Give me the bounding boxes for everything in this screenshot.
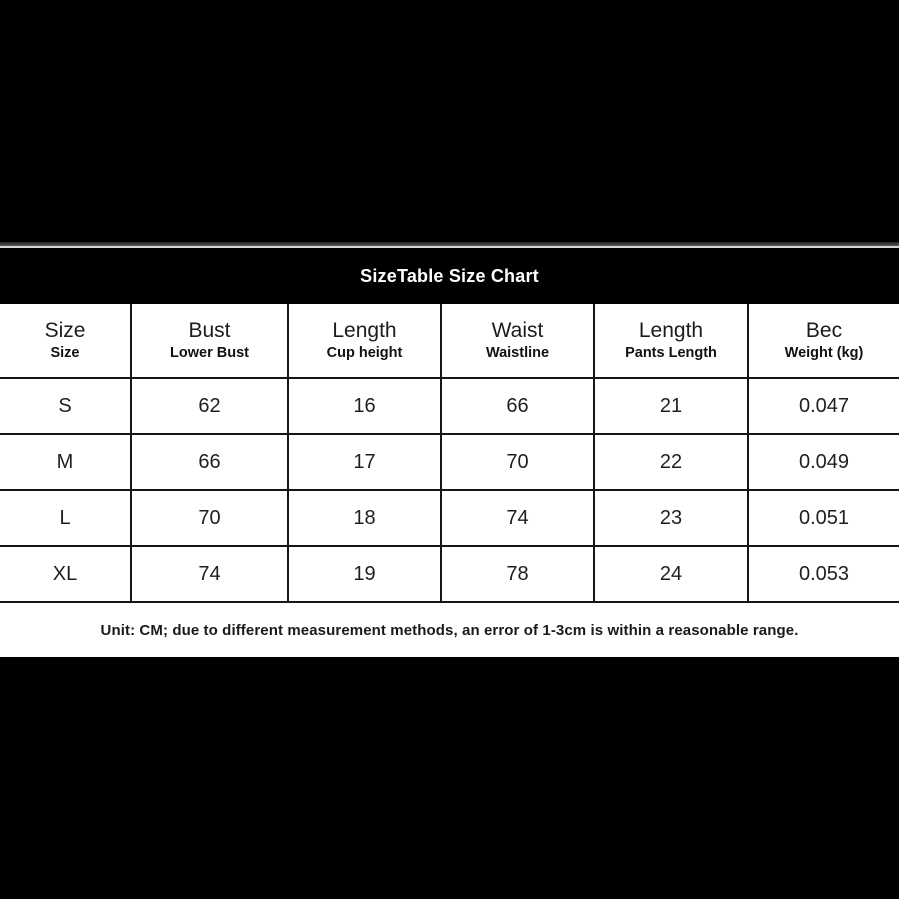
top-black-band: [0, 0, 899, 242]
cup-height-cell: 19: [287, 545, 442, 603]
header-main-label: Bec: [805, 318, 843, 342]
bust-cell: 70: [130, 489, 289, 547]
size-table: Size Size Bust Lower Bust Length Cup hei…: [0, 304, 899, 603]
column-header-pants-length: Length Pants Length: [593, 304, 749, 379]
column-header-waistline: Waist Waistline: [440, 304, 595, 379]
bust-cell: 66: [130, 433, 289, 491]
size-cell: L: [0, 489, 132, 547]
table-row-l: L 70 18 74 23 0.051: [0, 489, 899, 547]
table-row-m: M 66 17 70 22 0.049: [0, 433, 899, 491]
weight-cell: 0.049: [747, 433, 899, 491]
size-cell: S: [0, 377, 132, 435]
table-header-row: Size Size Bust Lower Bust Length Cup hei…: [0, 304, 899, 379]
column-header-cup-height: Length Cup height: [287, 304, 442, 379]
header-sub-label: Lower Bust: [170, 345, 249, 362]
weight-cell: 0.053: [747, 545, 899, 603]
size-cell: XL: [0, 545, 132, 603]
title-band: SizeTable Size Chart: [0, 248, 899, 304]
header-sub-label: Waistline: [485, 345, 550, 362]
weight-cell: 0.051: [747, 489, 899, 547]
waist-cell: 74: [440, 489, 595, 547]
cup-height-cell: 18: [287, 489, 442, 547]
bust-cell: 62: [130, 377, 289, 435]
waist-cell: 70: [440, 433, 595, 491]
column-header-size: Size Size: [0, 304, 132, 379]
header-main-label: Bust: [188, 318, 231, 342]
pants-length-cell: 24: [593, 545, 749, 603]
bust-cell: 74: [130, 545, 289, 603]
table-row-s: S 62 16 66 21 0.047: [0, 377, 899, 435]
pants-length-cell: 21: [593, 377, 749, 435]
header-main-label: Length: [638, 318, 704, 342]
cup-height-cell: 16: [287, 377, 442, 435]
size-cell: M: [0, 433, 132, 491]
page-title: SizeTable Size Chart: [360, 265, 539, 286]
cup-height-cell: 17: [287, 433, 442, 491]
waist-cell: 66: [440, 377, 595, 435]
pants-length-cell: 23: [593, 489, 749, 547]
pants-length-cell: 22: [593, 433, 749, 491]
measurement-note-band: Unit: CM; due to different measurement m…: [0, 603, 899, 657]
size-chart-panel: Size Size Bust Lower Bust Length Cup hei…: [0, 304, 899, 657]
header-main-label: Waist: [491, 318, 544, 342]
column-header-bust: Bust Lower Bust: [130, 304, 289, 379]
column-header-weight: Bec Weight (kg): [747, 304, 899, 379]
divider-band: [0, 242, 899, 248]
weight-cell: 0.047: [747, 377, 899, 435]
header-sub-label: Weight (kg): [784, 345, 864, 362]
table-row-xl: XL 74 19 78 24 0.053: [0, 545, 899, 603]
header-sub-label: Size: [50, 345, 80, 362]
header-sub-label: Cup height: [326, 345, 403, 362]
header-sub-label: Pants Length: [625, 345, 717, 362]
waist-cell: 78: [440, 545, 595, 603]
header-main-label: Length: [332, 318, 397, 342]
header-main-label: Size: [44, 318, 86, 342]
measurement-note: Unit: CM; due to different measurement m…: [100, 621, 799, 639]
bottom-black-band: [0, 657, 899, 899]
